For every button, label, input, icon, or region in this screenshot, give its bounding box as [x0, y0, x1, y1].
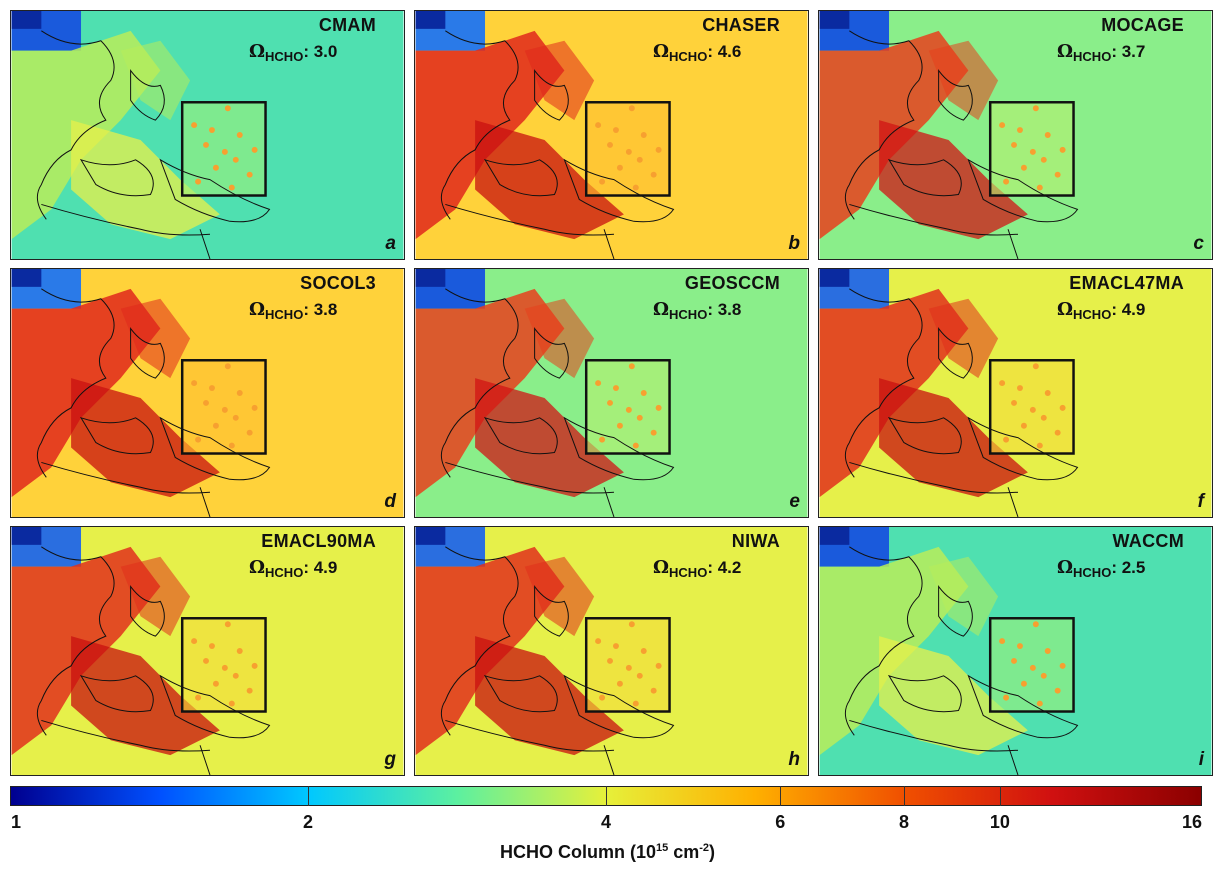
- omega-hcho-value: ΩHCHO: 3.8: [653, 299, 741, 322]
- map-field-f: [819, 269, 1212, 517]
- colorbar-tick-mark: [780, 786, 782, 806]
- omega-subscript: HCHO: [669, 565, 708, 580]
- map-panel-h: NIWA ΩHCHO: 4.2 h: [414, 526, 809, 776]
- omega-subscript: HCHO: [669, 307, 708, 322]
- panel-letter: g: [384, 749, 396, 770]
- colorbar-tick-mark: [999, 786, 1001, 806]
- map-field-a: [11, 11, 404, 259]
- omega-hcho-value: ΩHCHO: 3.8: [249, 299, 337, 322]
- omega-subscript: HCHO: [1073, 565, 1112, 580]
- colorbar-tick-label: 2: [302, 812, 314, 832]
- omega-subscript: HCHO: [1073, 49, 1112, 64]
- map-panel-d: SOCOL3 ΩHCHO: 3.8 d: [10, 268, 405, 518]
- model-name: GEOSCCM: [684, 273, 780, 293]
- colorbar-title-unit: cm: [668, 842, 700, 862]
- map-panel-a: CMAM ΩHCHO: 3.0 a: [10, 10, 405, 260]
- colorbar-tick-label: 8: [898, 812, 910, 832]
- panel-letter: f: [1197, 491, 1204, 512]
- omega-symbol: Ω: [249, 41, 266, 62]
- omega-hcho-value: ΩHCHO: 2.5: [1057, 557, 1145, 580]
- omega-number: : 4.2: [707, 558, 742, 577]
- colorbar-tick-mark: [904, 786, 905, 806]
- colorbar-tick-label: 1: [10, 812, 22, 832]
- omega-subscript: HCHO: [669, 49, 708, 64]
- colorbar-tick-label: 10: [989, 812, 1010, 832]
- omega-subscript: HCHO: [265, 49, 304, 64]
- map-panel-i: WACCM ΩHCHO: 2.5 i: [818, 526, 1213, 776]
- panel-letter: b: [788, 233, 800, 254]
- colorbar-tick-label: 4: [600, 812, 612, 832]
- omega-symbol: Ω: [1057, 299, 1074, 320]
- omega-subscript: HCHO: [265, 307, 304, 322]
- map-field-h: [415, 527, 808, 775]
- map-panel-b: CHASER ΩHCHO: 4.6 b: [414, 10, 809, 260]
- panel-letter: d: [384, 491, 396, 512]
- map-field-c: [819, 11, 1212, 259]
- model-name: SOCOL3: [300, 273, 376, 293]
- map-field-b: [415, 11, 808, 259]
- colorbar-title: HCHO Column (1015 cm-2): [0, 842, 1215, 863]
- omega-number: : 3.7: [1111, 42, 1146, 61]
- omega-number: : 3.0: [303, 42, 338, 61]
- colorbar-tick-mark: [308, 786, 309, 806]
- colorbar-title-exponent-2: -2: [699, 842, 710, 854]
- map-field-d: [11, 269, 404, 517]
- omega-subscript: HCHO: [265, 565, 304, 580]
- omega-number: : 3.8: [707, 300, 742, 319]
- map-panel-f: EMACL47MA ΩHCHO: 4.9 f: [818, 268, 1213, 518]
- map-field-i: [819, 527, 1212, 775]
- omega-hcho-value: ΩHCHO: 4.9: [1057, 299, 1145, 322]
- omega-hcho-value: ΩHCHO: 3.0: [249, 41, 337, 64]
- omega-symbol: Ω: [653, 41, 670, 62]
- omega-number: : 4.9: [303, 558, 338, 577]
- map-field-g: [11, 527, 404, 775]
- model-name: CMAM: [318, 15, 376, 35]
- colorbar-title-suffix: ): [709, 842, 716, 862]
- omega-number: : 4.6: [707, 42, 742, 61]
- colorbar-title-exponent-1: 15: [655, 842, 669, 854]
- omega-hcho-value: ΩHCHO: 4.2: [653, 557, 741, 580]
- omega-number: : 2.5: [1111, 558, 1146, 577]
- model-name: NIWA: [731, 531, 780, 551]
- model-name: EMACL47MA: [1069, 273, 1184, 293]
- panel-letter: h: [788, 749, 800, 770]
- panel-letter: c: [1193, 233, 1204, 254]
- omega-symbol: Ω: [1057, 41, 1074, 62]
- panel-letter: e: [789, 491, 800, 512]
- omega-symbol: Ω: [249, 299, 266, 320]
- colorbar-tick-mark: [606, 786, 607, 806]
- model-name: CHASER: [702, 15, 780, 35]
- omega-number: : 4.9: [1111, 300, 1146, 319]
- map-panel-g: EMACL90MA ΩHCHO: 4.9 g: [10, 526, 405, 776]
- omega-symbol: Ω: [249, 557, 266, 578]
- model-name: MOCAGE: [1101, 15, 1184, 35]
- colorbar-tick-label: 16: [1181, 812, 1203, 832]
- omega-hcho-value: ΩHCHO: 4.9: [249, 557, 337, 580]
- omega-symbol: Ω: [1057, 557, 1074, 578]
- model-name: EMACL90MA: [261, 531, 376, 551]
- model-name: WACCM: [1112, 531, 1184, 551]
- map-panel-e: GEOSCCM ΩHCHO: 3.8 e: [414, 268, 809, 518]
- panel-letter: a: [385, 233, 396, 254]
- colorbar-tick-label: 6: [775, 812, 786, 832]
- colorbar-title-prefix: HCHO Column (10: [499, 842, 656, 862]
- omega-symbol: Ω: [653, 299, 670, 320]
- map-field-e: [415, 269, 808, 517]
- map-panel-c: MOCAGE ΩHCHO: 3.7 c: [818, 10, 1213, 260]
- omega-subscript: HCHO: [1073, 307, 1112, 322]
- panel-letter: i: [1198, 749, 1204, 770]
- omega-hcho-value: ΩHCHO: 3.7: [1057, 41, 1145, 64]
- omega-hcho-value: ΩHCHO: 4.6: [653, 41, 741, 64]
- omega-number: : 3.8: [303, 300, 338, 319]
- omega-symbol: Ω: [653, 557, 670, 578]
